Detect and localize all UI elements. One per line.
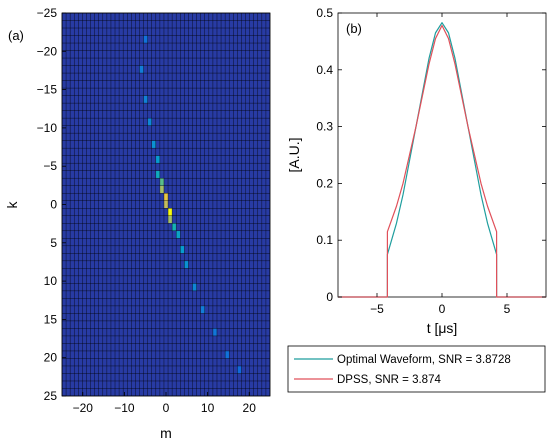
series-line-1 [338, 24, 546, 298]
heatmap-cell [159, 178, 164, 186]
line-y-tick-label: 0 [326, 290, 333, 304]
heatmap-cell [143, 95, 148, 104]
heatmap-x-tick-label: 0 [163, 401, 170, 415]
line-y-tick-label: 0.2 [316, 176, 333, 190]
line-y-tick-label: 0.4 [316, 63, 333, 77]
line-y-axis-label: [A.U.] [286, 137, 302, 172]
heatmap-x-tick-label: 10 [201, 401, 215, 415]
heatmap-cell [172, 223, 177, 231]
heatmap-grid [61, 12, 271, 397]
heatmap-cell [200, 305, 205, 314]
heatmap-cell [143, 35, 148, 44]
line-x-tick-label: 5 [504, 302, 511, 316]
heatmap-y-tick-label: −5 [43, 159, 57, 173]
line-x-tick-label: 0 [439, 302, 446, 316]
heatmap-cell [237, 365, 242, 374]
heatmap-y-tick-label: −25 [37, 6, 58, 20]
heatmap-cell [192, 283, 197, 291]
heatmap-cell [184, 260, 189, 269]
line-x-ticks: −5 0 5 [370, 13, 511, 316]
heatmap-cells [62, 13, 270, 396]
heatmap-cell [151, 140, 156, 149]
line-y-tick-label: 0.5 [316, 6, 333, 20]
heatmap-cell [147, 118, 152, 126]
panel-label-a: (a) [8, 28, 24, 43]
legend-label-optimal-waveform: Optimal Waveform, SNR = 3.8728 [337, 354, 511, 366]
legend-label-dpss: DPSS, SNR = 3.874 [337, 374, 441, 386]
heatmap-y-ticks: −25 −20 −15 −10 −5 0 5 10 15 20 25 [37, 6, 66, 403]
heatmap-cell [168, 215, 173, 224]
line-panel: −5 0 5 0 0.1 0.2 0.3 0.4 0.5 (b) t [μs] [A.U.] [286, 6, 547, 336]
heatmap-x-ticks: −20 −10 0 10 20 [73, 392, 257, 415]
line-x-axis-label: t [μs] [427, 320, 458, 336]
heatmap-y-tick-label: 15 [44, 312, 58, 326]
heatmap-y-tick-label: −15 [37, 83, 58, 97]
heatmap-cell [168, 208, 173, 216]
heatmap-cell [163, 193, 169, 201]
line-chart-frame [337, 12, 547, 298]
heatmap-y-tick-label: 10 [44, 274, 58, 288]
panel-label-b: (b) [346, 21, 362, 36]
line-y-tick-label: 0.1 [316, 233, 333, 247]
series-line-0 [338, 22, 546, 298]
heatmap-y-tick-label: 0 [50, 198, 57, 212]
heatmap-cell [225, 350, 230, 359]
heatmap-x-tick-label: 20 [243, 401, 257, 415]
heatmap-x-tick-label: −20 [73, 401, 94, 415]
heatmap-cell [212, 328, 217, 336]
heatmap-cell [155, 155, 160, 164]
heatmap-y-axis-label: k [4, 201, 20, 209]
heatmap-cell [159, 185, 164, 194]
heatmap-cell [139, 65, 144, 74]
legend: Optimal Waveform, SNR = 3.8728 DPSS, SNR… [287, 345, 546, 393]
heatmap-x-axis-label: m [160, 425, 172, 441]
line-x-tick-label: −5 [370, 302, 384, 316]
heatmap-y-tick-label: 25 [44, 389, 58, 403]
heatmap-cell [180, 245, 185, 254]
line-y-tick-label: 0.3 [316, 120, 333, 134]
heatmap-y-tick-label: 20 [44, 351, 58, 365]
line-y-ticks: 0 0.1 0.2 0.3 0.4 0.5 [316, 6, 546, 304]
heatmap-y-tick-label: −20 [37, 44, 58, 58]
heatmap-panel: −20 −10 0 10 20 −25 −20 −15 −10 −5 0 5 10 15 20 25 (a)… [4, 6, 271, 441]
heatmap-y-tick-label: 5 [50, 236, 57, 250]
heatmap-y-tick-label: −10 [37, 121, 58, 135]
legend-box [287, 345, 546, 393]
heatmap-cell [155, 170, 160, 179]
heatmap-cell [163, 200, 169, 209]
heatmap-cell [176, 230, 181, 239]
heatmap-x-tick-label: −10 [114, 401, 135, 415]
line-series-group [338, 22, 546, 298]
